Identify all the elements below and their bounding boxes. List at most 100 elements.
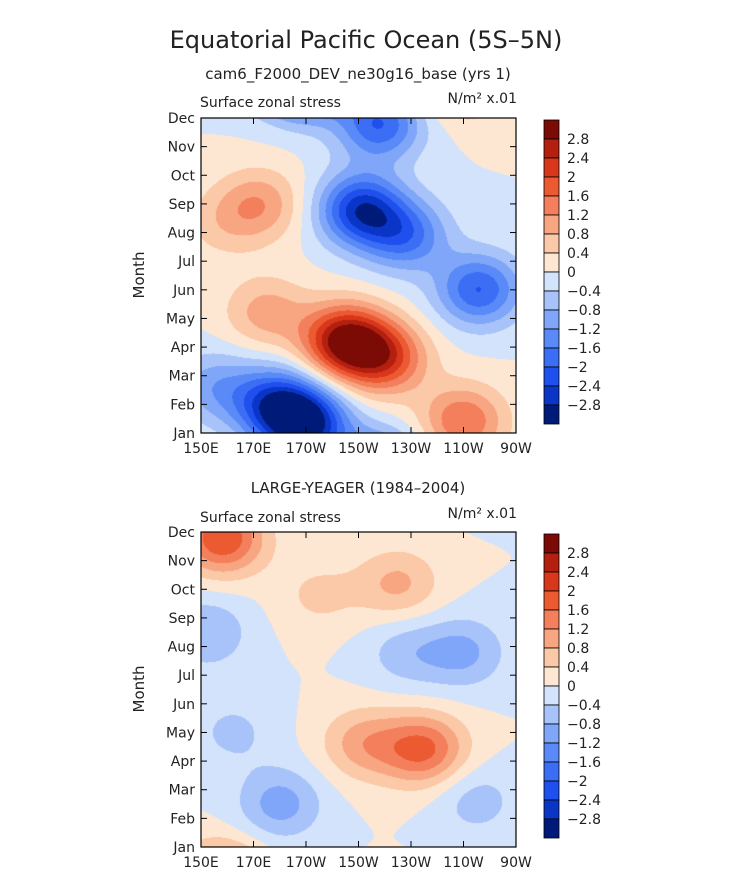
colorbar-label: 0.8 bbox=[567, 641, 589, 657]
colorbar-label: −2.4 bbox=[567, 793, 601, 809]
colorbar-swatch bbox=[543, 366, 560, 387]
main-title: Equatorial Pacific Ocean (5S–5N) bbox=[170, 26, 563, 54]
colorbar-swatch bbox=[543, 347, 560, 368]
colorbar-label: 1.6 bbox=[567, 189, 589, 205]
colorbar-swatch bbox=[543, 252, 560, 273]
colorbar-swatch bbox=[543, 685, 560, 706]
colorbar-label: 2 bbox=[567, 584, 576, 600]
colorbar-label: 1.2 bbox=[567, 622, 589, 638]
colorbar-swatch bbox=[543, 309, 560, 330]
y-tick-label: Apr bbox=[171, 754, 195, 770]
y-tick-label: Dec bbox=[168, 111, 195, 127]
colorbar-swatch bbox=[543, 176, 560, 197]
colorbar-swatch bbox=[543, 647, 560, 668]
x-tick-label: 150E bbox=[183, 855, 219, 871]
colorbar-swatch bbox=[543, 271, 560, 292]
colorbar-swatch bbox=[543, 723, 560, 744]
y-tick-label: Feb bbox=[170, 811, 195, 827]
colorbar-label: 1.2 bbox=[567, 208, 589, 224]
colorbar-swatch bbox=[543, 590, 560, 611]
colorbar-swatch bbox=[543, 214, 560, 235]
x-tick-label: 90W bbox=[500, 441, 532, 457]
y-tick-label: Feb bbox=[170, 397, 195, 413]
x-tick-label: 110W bbox=[443, 441, 484, 457]
colorbar-label: −2.8 bbox=[567, 398, 601, 414]
colorbar-swatch bbox=[543, 761, 560, 782]
panel-2-units-label: N/m² x.01 bbox=[448, 506, 517, 522]
panel-2-y-ticks: Jan Feb Mar Apr May Jun Jul Aug Sep Oct Nov Dec bbox=[166, 525, 516, 856]
x-tick-label: 110W bbox=[443, 855, 484, 871]
colorbar-label: −0.4 bbox=[567, 698, 601, 714]
colorbar-swatch bbox=[543, 628, 560, 649]
colorbar-swatch bbox=[543, 571, 560, 592]
x-tick-label: 150W bbox=[338, 855, 379, 871]
colorbar-label: 2.8 bbox=[567, 132, 589, 148]
panel-1-y-axis-label: Month bbox=[130, 251, 148, 298]
y-tick-label: Aug bbox=[168, 640, 195, 656]
panel-1-y-ticks: Jan Feb Mar Apr May Jun Jul Aug Sep Oct Nov Dec bbox=[166, 111, 516, 442]
panel-2-x-ticks: 150E 170E 170W 150W 130W 110W 90W bbox=[183, 532, 532, 871]
panel-2-y-axis-label: Month bbox=[130, 665, 148, 712]
colorbar-label: 0.4 bbox=[567, 660, 589, 676]
colorbar-label: −2.8 bbox=[567, 812, 601, 828]
y-tick-label: Oct bbox=[171, 168, 196, 184]
colorbar-swatch bbox=[543, 666, 560, 687]
y-tick-label: Aug bbox=[168, 226, 195, 242]
colorbar-label: −0.8 bbox=[567, 717, 601, 733]
y-tick-label: May bbox=[166, 311, 195, 327]
colorbar-swatch bbox=[543, 157, 560, 178]
colorbar-swatch bbox=[543, 552, 560, 573]
panel-1-units-label: N/m² x.01 bbox=[448, 91, 517, 107]
colorbar-swatch bbox=[543, 119, 560, 140]
panel-2-contour-field bbox=[201, 532, 516, 847]
colorbar-label: −2 bbox=[567, 360, 588, 376]
y-tick-label: Jan bbox=[172, 840, 195, 856]
panel-1-subtitle: cam6_F2000_DEV_ne30g16_base (yrs 1) bbox=[205, 65, 511, 84]
colorbar-swatch bbox=[543, 138, 560, 159]
y-tick-label: Jun bbox=[172, 697, 195, 713]
colorbar-label: 2.4 bbox=[567, 565, 589, 581]
x-tick-label: 130W bbox=[391, 855, 432, 871]
colorbar-label: −0.8 bbox=[567, 303, 601, 319]
y-tick-label: Dec bbox=[168, 525, 195, 541]
y-tick-label: Jun bbox=[172, 283, 195, 299]
colorbar-label: 0.4 bbox=[567, 246, 589, 262]
x-tick-label: 130W bbox=[391, 441, 432, 457]
y-tick-label: May bbox=[166, 725, 195, 741]
colorbar-label: −1.6 bbox=[567, 755, 601, 771]
colorbar-swatch bbox=[543, 533, 560, 554]
colorbar-label: −1.2 bbox=[567, 322, 601, 338]
colorbar-swatch bbox=[543, 328, 560, 349]
colorbar-label: −1.2 bbox=[567, 736, 601, 752]
colorbar-swatch bbox=[543, 742, 560, 763]
y-tick-label: Apr bbox=[171, 340, 195, 356]
y-tick-label: Jul bbox=[177, 668, 195, 684]
y-tick-label: Nov bbox=[168, 140, 195, 156]
y-tick-label: Nov bbox=[168, 554, 195, 570]
x-tick-label: 170E bbox=[236, 441, 272, 457]
colorbar-label: 0.8 bbox=[567, 227, 589, 243]
colorbar-label: 0 bbox=[567, 265, 576, 281]
y-tick-label: Sep bbox=[169, 197, 196, 213]
panel-1: cam6_F2000_DEV_ne30g16_base (yrs 1) Surf… bbox=[130, 65, 601, 457]
colorbar-label: 0 bbox=[567, 679, 576, 695]
x-tick-label: 150W bbox=[338, 441, 379, 457]
colorbar-label: −2.4 bbox=[567, 379, 601, 395]
panel-1-x-ticks: 150E 170E 170W 150W 130W 110W 90W bbox=[183, 118, 532, 457]
x-tick-label: 170E bbox=[236, 855, 272, 871]
y-tick-label: Mar bbox=[169, 783, 196, 799]
colorbar-swatch bbox=[543, 290, 560, 311]
panel-2-subtitle: LARGE-YEAGER (1984–2004) bbox=[251, 479, 466, 497]
colorbar-swatch bbox=[543, 233, 560, 254]
colorbar-label: −1.6 bbox=[567, 341, 601, 357]
colorbar-swatch bbox=[543, 404, 560, 425]
colorbar-label: 2.4 bbox=[567, 151, 589, 167]
y-tick-label: Sep bbox=[169, 611, 196, 627]
x-tick-label: 170W bbox=[286, 855, 327, 871]
panel-2-left-label: Surface zonal stress bbox=[200, 510, 341, 526]
colorbar-swatch bbox=[543, 195, 560, 216]
panel-1-left-label: Surface zonal stress bbox=[200, 95, 341, 111]
y-tick-label: Oct bbox=[171, 582, 196, 598]
colorbar-swatch bbox=[543, 385, 560, 406]
